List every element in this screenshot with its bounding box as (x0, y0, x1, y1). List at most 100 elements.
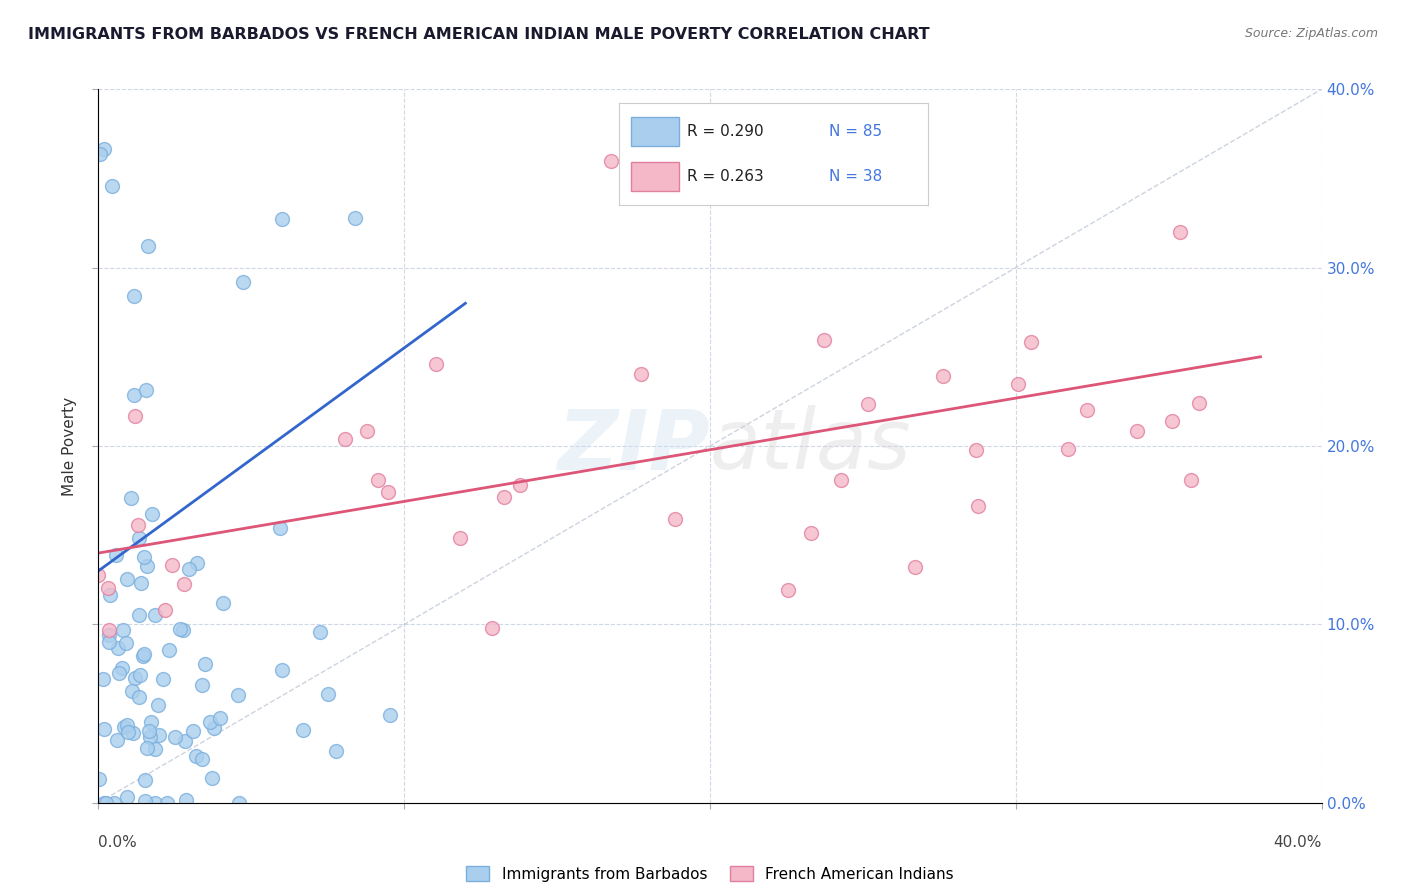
Point (129, 576, 152, 591)
Point (181, 724, 204, 739)
Text: ZIP: ZIP (557, 406, 710, 486)
Point (191, 751, 214, 765)
Point (630, 367, 652, 381)
Point (165, 731, 187, 745)
Point (201, 772, 224, 786)
Bar (631, 117, 679, 145)
Point (200, 714, 222, 729)
Text: R = 0.290: R = 0.290 (686, 124, 763, 139)
Point (1161, 414, 1184, 428)
Point (157, 643, 180, 657)
Point (98, 635, 121, 649)
Point (134, 773, 156, 788)
Point (184, 749, 207, 764)
Point (122, 388, 145, 402)
Point (135, 559, 157, 574)
Point (932, 368, 955, 383)
Text: N = 38: N = 38 (830, 169, 882, 184)
Point (377, 484, 399, 499)
Point (141, 507, 163, 521)
Point (98, 624, 121, 638)
Point (115, 573, 138, 587)
Point (152, 672, 174, 686)
Point (271, 212, 294, 227)
Point (148, 728, 170, 742)
Point (190, 678, 212, 692)
Point (226, 688, 249, 702)
Point (107, 641, 129, 656)
Point (128, 531, 150, 545)
Point (105, 732, 128, 747)
Bar (631, 162, 679, 191)
Point (103, 796, 125, 810)
Point (132, 549, 155, 564)
Point (356, 425, 378, 439)
Point (98, 628, 121, 642)
Point (1019, 334, 1042, 349)
Point (124, 409, 146, 424)
Point (664, 512, 686, 526)
Point (333, 432, 356, 446)
Y-axis label: Male Poverty: Male Poverty (62, 396, 77, 496)
Point (173, 576, 195, 591)
Point (776, 582, 799, 597)
Point (153, 603, 176, 617)
Point (138, 724, 160, 739)
Text: R = 0.263: R = 0.263 (686, 169, 763, 184)
Point (135, 383, 157, 397)
Point (128, 607, 150, 622)
Text: 0.0%: 0.0% (98, 836, 138, 850)
Point (112, 623, 135, 637)
Point (209, 711, 232, 725)
Point (127, 518, 149, 533)
Point (143, 742, 166, 756)
Point (193, 657, 215, 671)
Point (89, 146, 111, 161)
Point (292, 723, 315, 737)
Point (856, 397, 879, 411)
Point (967, 499, 990, 513)
Point (169, 622, 191, 636)
Point (114, 636, 136, 650)
Point (101, 178, 124, 193)
Point (172, 623, 194, 637)
Point (316, 687, 339, 701)
Point (134, 648, 156, 662)
Point (143, 796, 166, 810)
Point (93, 722, 115, 736)
Point (91, 672, 114, 686)
Point (309, 625, 332, 640)
Point (325, 744, 347, 758)
Point (1188, 396, 1211, 410)
Point (120, 491, 142, 505)
Point (1180, 473, 1202, 487)
Point (186, 556, 208, 570)
Point (1168, 226, 1191, 240)
Point (343, 211, 366, 226)
Point (174, 793, 197, 807)
Point (212, 596, 235, 610)
Point (139, 730, 162, 744)
Point (270, 663, 292, 677)
Point (269, 521, 291, 535)
Point (1007, 377, 1029, 392)
Point (93, 796, 115, 810)
Point (156, 796, 179, 810)
Point (122, 289, 145, 303)
Point (112, 720, 135, 734)
Point (87, 772, 110, 786)
Point (98, 588, 121, 602)
Point (202, 721, 225, 735)
Point (143, 608, 166, 623)
Point (800, 526, 823, 541)
Point (492, 490, 515, 504)
Text: atlas: atlas (710, 406, 911, 486)
Point (94, 796, 117, 810)
Point (600, 153, 623, 168)
Point (121, 683, 143, 698)
Point (179, 562, 201, 576)
Point (481, 621, 503, 635)
Point (87, 568, 110, 582)
Point (129, 668, 152, 682)
Point (425, 357, 447, 371)
